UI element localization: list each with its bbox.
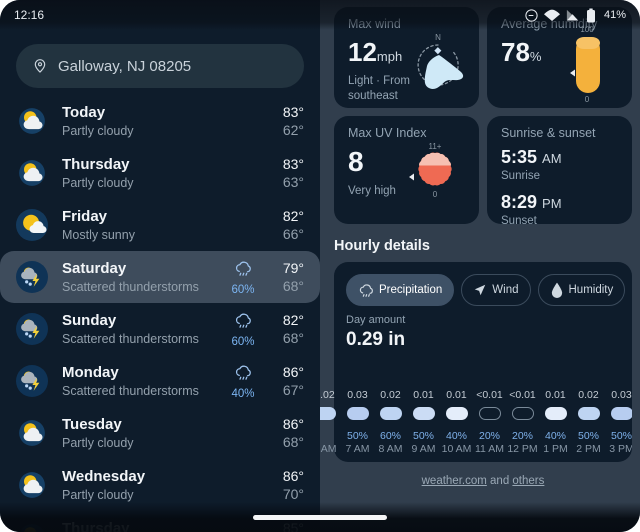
svg-text:11+: 11+ [429, 142, 442, 151]
svg-text:100: 100 [580, 25, 594, 34]
svg-text:0: 0 [433, 190, 438, 199]
svg-text:0: 0 [585, 95, 590, 103]
svg-text:N: N [435, 33, 441, 42]
